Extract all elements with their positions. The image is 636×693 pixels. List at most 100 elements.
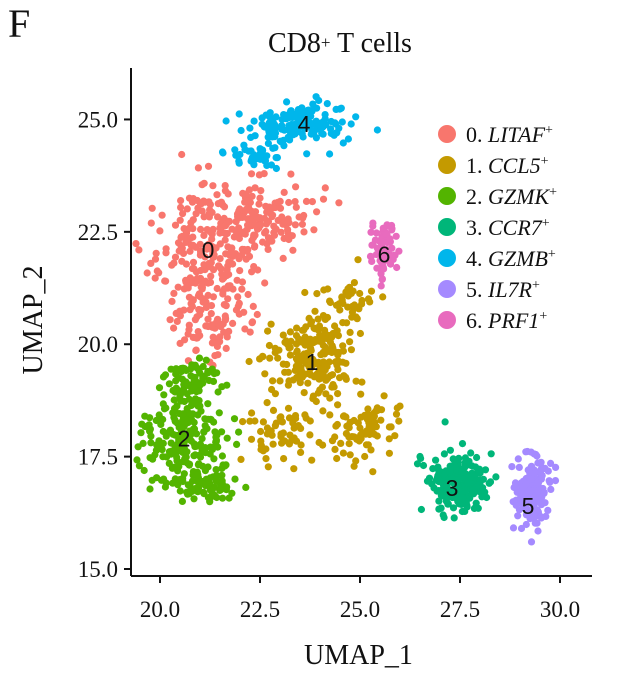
cluster-2-point	[170, 396, 178, 404]
cluster-4-point	[299, 133, 307, 141]
cluster-0-point	[244, 290, 252, 299]
cluster-0-point	[292, 183, 300, 191]
cluster-4-point	[237, 126, 245, 135]
cluster-2-point	[183, 448, 191, 456]
cluster-0-point	[242, 197, 250, 205]
cluster-2-point	[180, 470, 188, 478]
cluster-3-point	[443, 482, 451, 490]
cluster-4-point	[326, 150, 334, 158]
cluster-1-point	[248, 409, 256, 417]
cluster-1-point	[263, 399, 271, 407]
cluster-0-point	[162, 249, 170, 257]
cluster-1-point	[369, 468, 377, 476]
cluster-1-point	[261, 370, 269, 378]
cluster-0-point	[242, 205, 250, 213]
cluster-0-point	[174, 283, 182, 291]
cluster-1-point	[310, 373, 318, 381]
cluster-0-point	[259, 238, 267, 246]
x-tick-label: 22.5	[240, 597, 280, 622]
cluster-4-point	[263, 161, 271, 169]
cluster-1-point	[346, 338, 354, 346]
cluster-2-point	[176, 476, 184, 484]
cluster-0-point	[279, 254, 287, 262]
cluster-0-point	[196, 240, 204, 248]
cluster-0-point	[292, 203, 300, 211]
cluster-2-point	[208, 445, 216, 454]
cluster-1-point	[293, 347, 301, 355]
cluster-5-point	[544, 467, 552, 475]
cluster-3-point	[464, 479, 472, 487]
cluster-5-point	[527, 538, 536, 546]
cluster-1-point	[319, 371, 327, 379]
cluster-1-point	[367, 287, 376, 295]
cluster-1-point	[298, 338, 306, 346]
legend-gene: LITAF	[487, 122, 546, 147]
cluster-0-point	[198, 181, 206, 189]
y-axis-title: UMAP_2	[18, 265, 49, 375]
cluster-1-point	[257, 427, 265, 436]
y-tick-label: 20.0	[78, 332, 118, 357]
cluster-2-point	[173, 453, 181, 461]
cluster-0-point	[209, 333, 217, 341]
cluster-2-point	[187, 437, 195, 445]
cluster-0-point	[207, 302, 216, 310]
cluster-0-point	[135, 246, 143, 254]
cluster-1-point	[308, 318, 316, 326]
cluster-0-point	[254, 266, 262, 274]
axes-layer: 20.0 22.5 25.0 27.5 30.015.017.520.022.525.0	[78, 68, 592, 622]
cluster-1-point	[371, 421, 379, 429]
cluster-1-point	[342, 375, 350, 383]
cluster-0-point	[253, 213, 261, 221]
cluster-2-point	[204, 367, 212, 376]
cluster-0-point	[250, 243, 259, 251]
cluster-0-point	[232, 306, 240, 314]
legend-swatch	[438, 311, 456, 329]
cluster-4-point	[309, 100, 317, 108]
cluster-2-point	[192, 430, 201, 438]
cluster-1-point	[315, 438, 323, 447]
legend-swatch	[438, 249, 456, 267]
cluster-5-point	[512, 501, 520, 509]
cluster-6-point	[392, 232, 400, 240]
cluster-0-point	[313, 208, 321, 216]
cluster-1-point	[319, 407, 327, 415]
legend-item-1: 1. CCL5+	[438, 153, 549, 178]
cluster-2-point	[194, 471, 202, 479]
cluster-0-point	[205, 213, 213, 221]
cluster-3-point	[446, 468, 454, 476]
cluster-0-point	[171, 253, 180, 261]
cluster-1-point	[361, 452, 369, 461]
cluster-1-point	[264, 327, 272, 335]
cluster-0-point	[335, 199, 343, 207]
cluster-3-point	[429, 465, 437, 473]
cluster-0-point	[302, 197, 311, 205]
cluster-3-point	[457, 493, 465, 501]
cluster-0-point	[262, 227, 270, 236]
cluster-2-point	[212, 436, 220, 444]
cluster-4-point	[258, 120, 266, 128]
cluster-2-point	[191, 443, 199, 451]
cluster-4-point	[333, 129, 341, 137]
cluster-0-point	[238, 278, 247, 286]
cluster-1-point	[391, 432, 399, 440]
cluster-1-point	[293, 324, 301, 332]
cluster-4-point	[283, 98, 291, 106]
cluster-0-point	[274, 198, 282, 206]
legend-superscript: +	[549, 185, 557, 200]
cluster-1-point	[353, 315, 361, 323]
cluster-1-point	[259, 447, 267, 455]
cluster-2-point	[186, 410, 194, 418]
cluster-2-point	[218, 471, 226, 479]
cluster-2-point	[195, 387, 203, 395]
cluster-3-point	[451, 494, 459, 502]
cluster-0-point	[285, 235, 293, 244]
cluster-5-point	[526, 468, 534, 477]
cluster-1-point	[271, 344, 279, 352]
cluster-0-point	[215, 320, 223, 328]
cluster-2-point	[202, 356, 210, 364]
cluster-3-point	[454, 481, 462, 489]
cluster-2-point	[204, 415, 212, 423]
cluster-1-point	[320, 350, 329, 358]
cluster-0-point	[232, 227, 240, 235]
cluster-2-point	[228, 489, 236, 497]
